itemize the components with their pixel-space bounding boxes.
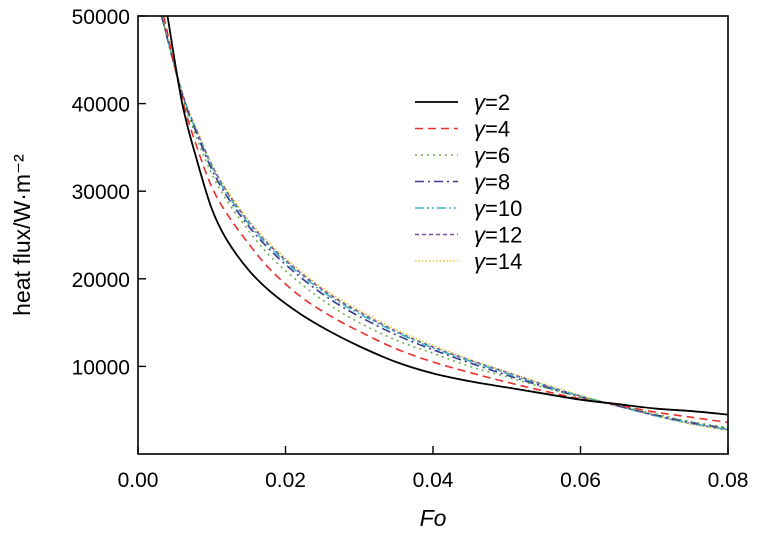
x-axis-ticks: 0.00 0.02 0.04 0.06 0.08 bbox=[118, 446, 749, 492]
legend-label: γ=14 bbox=[474, 249, 522, 274]
series-line-γ=14 bbox=[160, 16, 728, 432]
x-tick-label: 0.00 bbox=[118, 469, 159, 492]
x-axis-title: Fo bbox=[420, 505, 447, 531]
x-tick-label: 0.06 bbox=[560, 469, 601, 492]
x-tick-label: 0.04 bbox=[413, 469, 454, 492]
x-tick-label: 0.08 bbox=[708, 469, 749, 492]
legend-label: γ=2 bbox=[474, 90, 510, 115]
y-tick-label: 50000 bbox=[72, 6, 130, 29]
legend-label: γ=4 bbox=[474, 117, 510, 142]
legend-label: γ=12 bbox=[474, 223, 522, 248]
y-tick-label: 20000 bbox=[72, 269, 130, 292]
series-line-γ=4 bbox=[163, 16, 728, 424]
legend-label: γ=8 bbox=[474, 170, 510, 195]
legend-label: γ=10 bbox=[474, 196, 522, 221]
y-tick-label: 10000 bbox=[72, 356, 130, 379]
x-tick-label: 0.02 bbox=[265, 469, 306, 492]
y-tick-label: 30000 bbox=[72, 181, 130, 204]
series-line-γ=10 bbox=[160, 16, 728, 431]
series-line-γ=12 bbox=[160, 16, 728, 431]
series-line-γ=8 bbox=[160, 16, 728, 430]
series-line-γ=2 bbox=[166, 16, 728, 416]
y-axis-title: heat flux/W·m⁻² bbox=[9, 154, 35, 316]
legend-label: γ=6 bbox=[474, 143, 510, 168]
series-layer bbox=[160, 16, 728, 432]
legend: γ=2γ=4γ=6γ=8γ=10γ=12γ=14 bbox=[415, 90, 522, 274]
y-axis-ticks: 10000 20000 30000 40000 50000 bbox=[72, 6, 146, 379]
y-tick-label: 40000 bbox=[72, 94, 130, 117]
